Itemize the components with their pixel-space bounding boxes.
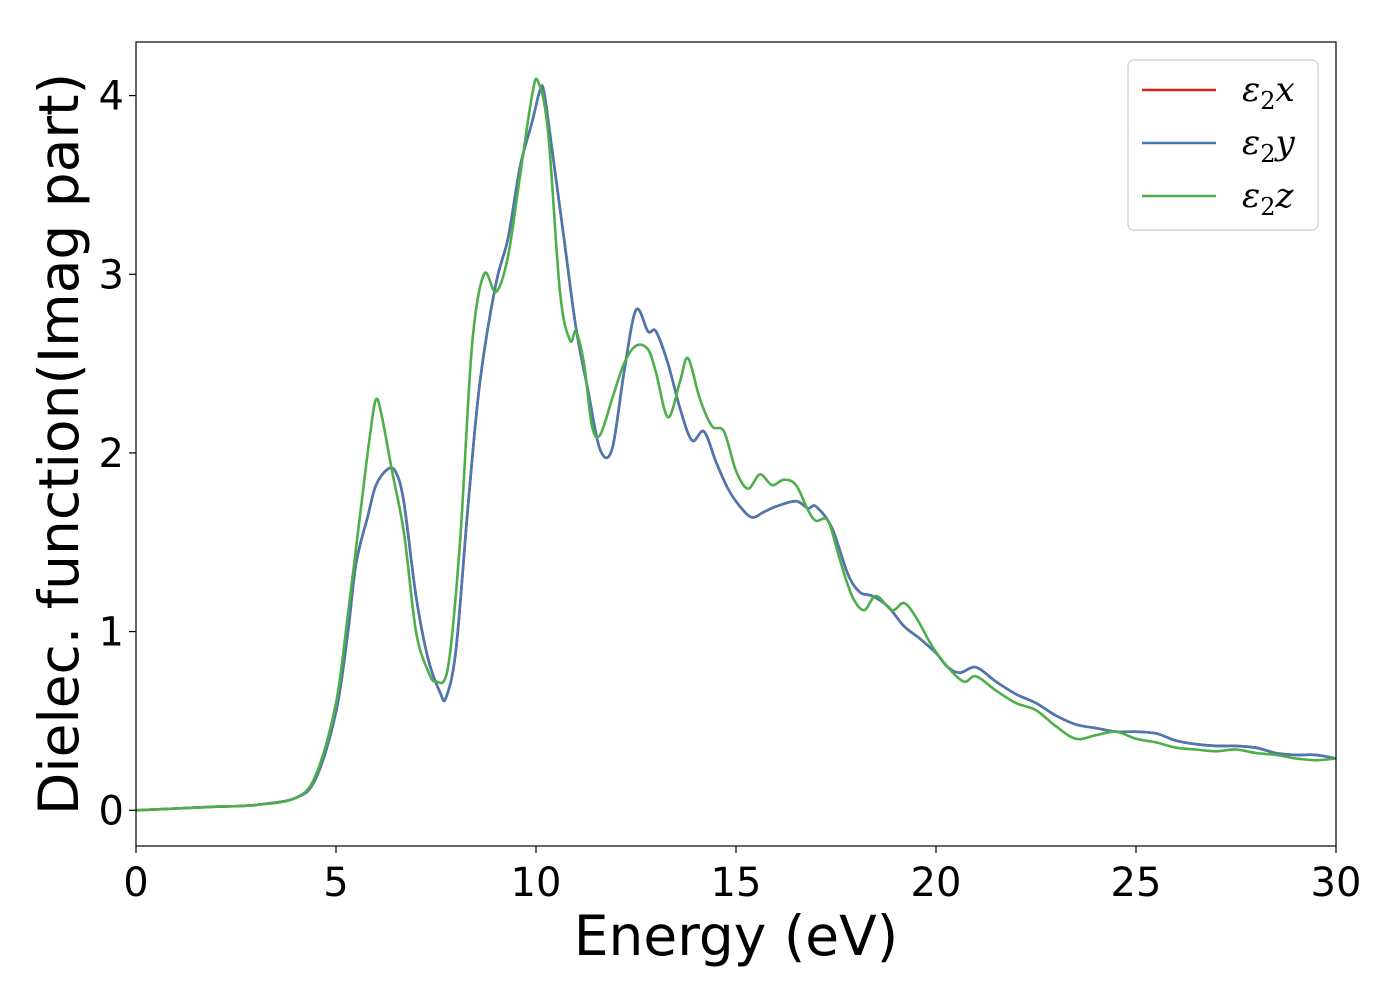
- legend-label-x: ε2x: [1242, 70, 1295, 115]
- y-tick-label: 3: [99, 252, 124, 298]
- series-line-z: [136, 77, 1336, 812]
- series-line-y: [136, 84, 1336, 812]
- legend: ε2x ε2y ε2z: [1127, 59, 1319, 231]
- x-tick-label: 5: [323, 860, 348, 906]
- legend-box: [1127, 59, 1319, 231]
- legend-label-y: ε2y: [1242, 123, 1296, 168]
- x-tick-label: 0: [123, 860, 148, 906]
- series-layer: [136, 77, 1336, 812]
- x-tick-label: 25: [1111, 860, 1162, 906]
- x-axis-label: Energy (eV): [574, 904, 898, 968]
- x-tick-label: 20: [911, 860, 962, 906]
- y-axis-label: Dielec. function(Imag part): [27, 73, 91, 815]
- x-tick-label: 15: [711, 860, 762, 906]
- y-tick-label: 0: [99, 788, 124, 834]
- x-axis-ticks: 0 5 10 15 20 25 30: [123, 846, 1361, 906]
- legend-label-z: ε2z: [1242, 176, 1295, 221]
- y-axis-ticks: 0 1 2 3 4: [99, 74, 136, 834]
- y-tick-label: 4: [99, 74, 124, 120]
- y-tick-label: 2: [99, 431, 124, 477]
- x-tick-label: 30: [1311, 860, 1362, 906]
- y-tick-label: 1: [99, 610, 124, 656]
- x-tick-label: 10: [511, 860, 562, 906]
